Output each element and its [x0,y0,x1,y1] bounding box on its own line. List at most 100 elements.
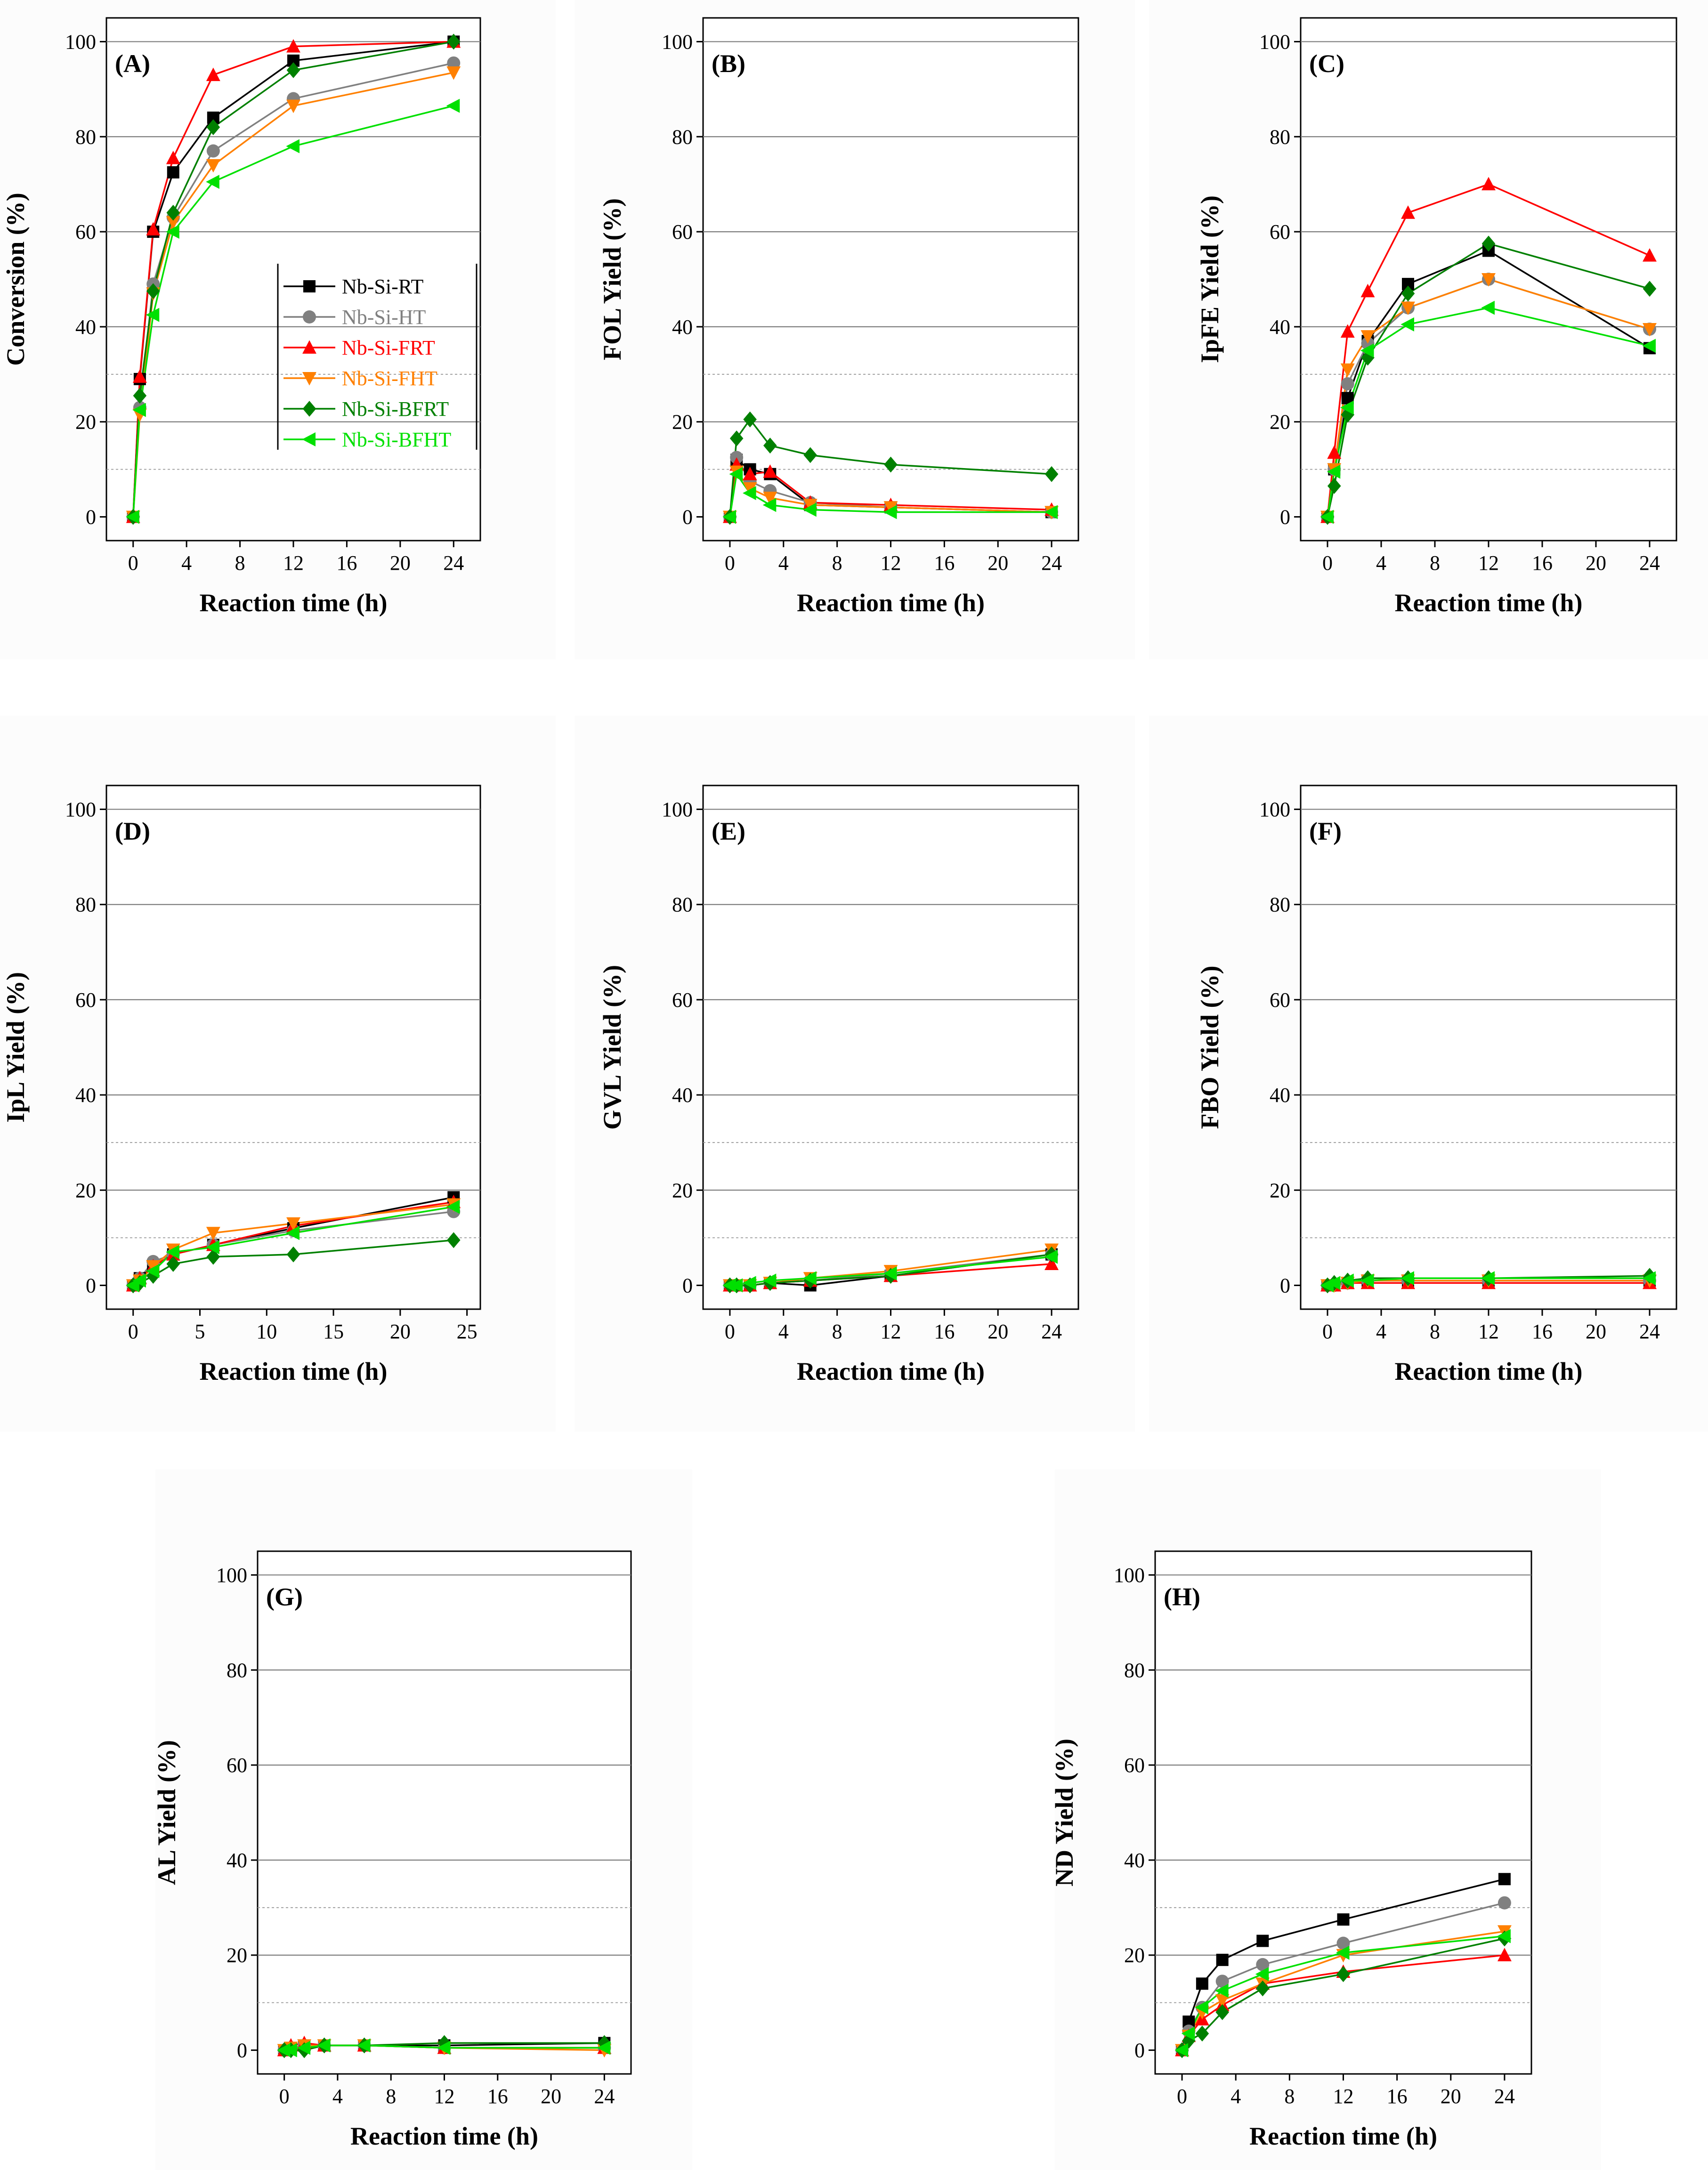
panel-label: (E) [712,817,745,845]
data-point [286,139,300,154]
y-tick-label: 20 [1270,1179,1290,1202]
legend-marker [303,280,316,292]
data-point [1642,339,1656,353]
data-point [1360,283,1375,298]
chart-panel: 0 20 40 60 80 100 0 4 8 12 16 20 24 Reaction time (h)… [1149,716,1708,1432]
y-tick-label: 40 [75,316,96,339]
y-tick-label: 80 [75,893,96,916]
data-point [166,151,180,164]
data-point [729,467,743,481]
data-point [1327,464,1341,479]
data-point [1256,1958,1270,1971]
x-tick-label: 8 [235,551,245,575]
data-point [1044,466,1059,482]
data-point [1215,1984,1229,1998]
data-point [1643,281,1657,297]
data-point [446,98,460,113]
x-tick-label: 16 [934,1320,955,1343]
x-tick-label: 10 [256,1320,277,1343]
x-tick-label: 15 [323,1320,344,1343]
x-axis-title: Reaction time (h) [797,589,985,617]
data-point [146,222,161,236]
data-point [743,482,757,496]
x-tick-label: 24 [1639,551,1660,575]
y-axis-title: Conversion (%) [1,193,30,365]
plot-area [1300,785,1677,1310]
data-point [883,1266,897,1281]
x-tick-label: 0 [1322,551,1333,575]
x-tick-label: 12 [1478,1320,1499,1343]
data-point [283,2043,297,2057]
x-tick-label: 0 [1177,2085,1187,2108]
x-tick-label: 4 [1230,2085,1241,2108]
y-tick-label: 100 [65,798,96,821]
data-point [743,486,756,501]
plot-area [702,785,1079,1310]
data-point [206,175,219,189]
y-tick-label: 60 [1270,220,1290,243]
data-point [1181,2026,1195,2041]
y-tick-label: 100 [662,798,693,821]
data-point [1643,323,1657,337]
chart-panel: 0 20 40 60 80 100 0 4 8 12 16 20 24 Reaction time (h)… [575,716,1135,1432]
series-group [277,2035,612,2058]
legend-entry: Nb-Si-HT [342,306,426,329]
x-tick-label: 8 [832,551,842,575]
y-tick-label: 20 [75,1179,96,1202]
data-point [1400,1271,1414,1286]
chart-panel: 0 20 40 60 80 100 0 5 10 15 20 25 Reaction time (h) I… [0,716,556,1432]
data-point [1327,1276,1341,1290]
x-tick-label: 12 [1333,2085,1354,2108]
data-point [1255,1980,1270,1997]
y-tick-label: 20 [672,1179,693,1202]
y-tick-label: 40 [1270,1084,1290,1107]
x-tick-label: 24 [1639,1320,1660,1343]
data-point [317,2038,331,2053]
data-point [1481,1271,1495,1286]
data-point [1497,1929,1511,1943]
x-axis-title: Reaction time (h) [797,1357,985,1385]
x-tick-label: 12 [1478,551,1499,575]
data-point [133,388,147,404]
data-point [1360,343,1374,358]
data-point [1336,1945,1350,1960]
data-point [1215,2004,1229,2020]
y-tick-label: 40 [227,1849,247,1872]
data-point [1044,1249,1058,1264]
chart-panel: 0 20 40 60 80 100 0 4 8 12 16 20 24 Reaction time (h)… [1149,0,1708,659]
data-point [447,56,461,70]
y-tick-label: 100 [65,30,96,53]
data-point [146,1260,161,1274]
chart-panel: 0 20 40 60 80 100 0 4 8 12 16 20 24 Reaction time (h)… [1050,1469,1601,2170]
data-point [1215,1975,1229,1988]
y-tick-label: 0 [1134,2039,1145,2062]
data-point [762,1273,777,1288]
x-tick-label: 20 [390,551,411,575]
data-point [803,447,818,463]
data-point [729,1278,743,1293]
y-tick-label: 20 [672,411,693,434]
data-point [1215,1994,1230,2008]
data-point [206,119,220,135]
data-point [1255,1967,1269,1982]
x-tick-label: 20 [1441,2085,1461,2108]
x-tick-label: 12 [283,551,304,575]
data-point [126,510,139,524]
data-point [743,411,757,428]
data-point [1340,400,1354,415]
panel-label: (H) [1164,1583,1200,1611]
x-tick-label: 0 [725,551,735,575]
y-axis-title: GVL Yield (%) [598,965,626,1130]
y-axis-title: ND Yield (%) [1050,1739,1078,1887]
x-tick-label: 8 [832,1320,842,1343]
data-point [803,1271,817,1286]
data-point [1643,248,1657,262]
data-point [206,144,220,158]
y-tick-label: 20 [75,411,96,434]
data-point [1400,317,1414,332]
data-point [286,39,300,53]
x-tick-label: 8 [386,2085,396,2108]
data-point [763,492,777,505]
y-tick-label: 60 [1270,988,1290,1012]
